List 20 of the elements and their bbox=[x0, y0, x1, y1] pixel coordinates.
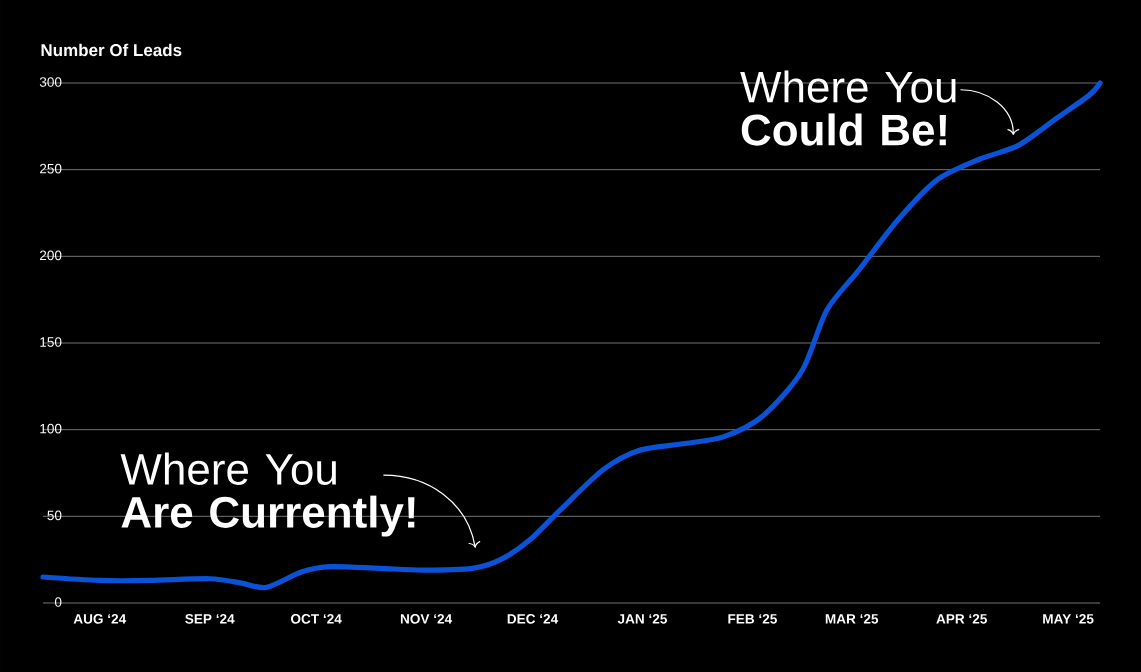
annotation: Where You Are Currently! bbox=[120, 452, 415, 537]
x-tick-label: SEP ‘24 bbox=[185, 614, 235, 624]
y-tick-label: 0 bbox=[54, 597, 62, 607]
y-tick-label: 200 bbox=[39, 250, 62, 261]
x-tick-label: OCT ‘24 bbox=[290, 614, 342, 624]
annotation: Where You Could Be! bbox=[740, 70, 956, 146]
y-axis-title: Number Of Leads bbox=[41, 43, 182, 57]
y-tick-label: 150 bbox=[40, 337, 62, 347]
x-tick-label: JAN ‘25 bbox=[617, 614, 668, 624]
x-tick-label: APR ‘25 bbox=[936, 614, 987, 624]
x-tick-label: MAY ‘25 bbox=[1043, 614, 1094, 624]
y-tick-label: 50 bbox=[47, 510, 62, 521]
x-tick-label: NOV ‘24 bbox=[400, 614, 453, 624]
y-tick-label: 250 bbox=[39, 163, 62, 174]
y-tick-label: 100 bbox=[40, 423, 62, 434]
x-tick-label: MAR ‘25 bbox=[825, 614, 879, 624]
x-tick-label: FEB ‘25 bbox=[728, 614, 777, 624]
x-tick-label: AUG ‘24 bbox=[73, 614, 127, 624]
x-tick-label: DEC ‘24 bbox=[507, 614, 559, 624]
y-tick-label: 300 bbox=[39, 77, 62, 87]
